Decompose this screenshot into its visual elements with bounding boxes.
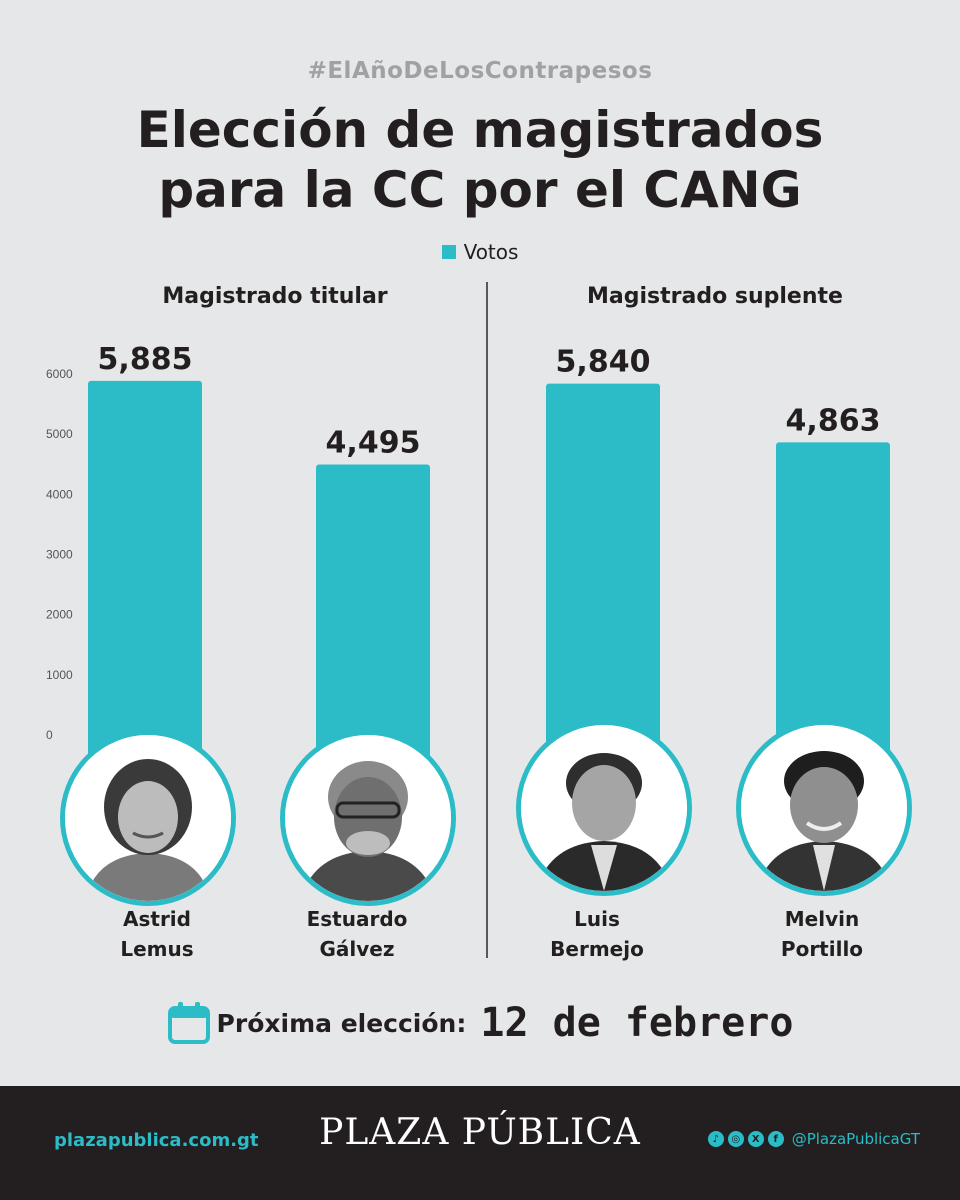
- section-title-suplente: Magistrado suplente: [587, 284, 843, 309]
- first-name: Luis: [574, 907, 620, 931]
- bar-value-label: 5,840: [556, 345, 651, 380]
- candidate-photo-astrid-lemus: [60, 730, 236, 906]
- candidate-name-astrid-lemus: Astrid Lemus: [57, 904, 257, 964]
- last-name: Bermejo: [550, 937, 644, 961]
- candidate-photo-melvin-portillo: [736, 720, 912, 896]
- title-line-2: para la CC por el CANG: [158, 161, 802, 219]
- plaza-publica-logo: PLAZA PÚBLICA: [319, 1112, 641, 1153]
- chart-legend: Votos: [0, 240, 960, 264]
- candidate-name-estuardo-galvez: Estuardo Gálvez: [257, 904, 457, 964]
- section-title-titular: Magistrado titular: [162, 284, 388, 309]
- x-icon[interactable]: X: [747, 1131, 764, 1147]
- bar-value-label: 5,885: [98, 342, 193, 377]
- instagram-icon[interactable]: ◎: [727, 1131, 744, 1147]
- candidate-name-luis-bermejo: Luis Bermejo: [497, 904, 697, 964]
- first-name: Melvin: [784, 907, 860, 931]
- bar-luis-bermejo: [546, 383, 660, 805]
- section-divider: [486, 282, 488, 958]
- legend-label: Votos: [463, 240, 519, 264]
- candidate-name-melvin-portillo: Melvin Portillo: [722, 904, 922, 964]
- first-name: Estuardo: [306, 907, 408, 931]
- next-election-date: 12 de febrero: [480, 1000, 794, 1046]
- last-name: Portillo: [780, 937, 864, 961]
- bar-estuardo-galvez: [316, 464, 430, 805]
- site-link[interactable]: plazapublica.com.gt: [54, 1130, 259, 1151]
- footer: plazapublica.com.gt PLAZA PÚBLICA ♪ ◎ X …: [0, 1086, 960, 1200]
- calendar-icon: [167, 1002, 210, 1044]
- last-name: Lemus: [120, 937, 194, 961]
- y-tick-label: 3000: [46, 548, 73, 562]
- next-election: Próxima elección: 12 de febrero: [0, 1000, 960, 1046]
- y-tick-label: 6000: [46, 367, 73, 381]
- hashtag: #ElAñoDeLosContrapesos: [307, 58, 653, 84]
- legend-swatch: [441, 245, 456, 259]
- tiktok-icon[interactable]: ♪: [707, 1131, 724, 1147]
- bar-astrid-lemus: [88, 380, 202, 805]
- candidate-photo-estuardo-galvez: [280, 730, 456, 906]
- bar-melvin-portillo: [776, 442, 890, 805]
- title-line-1: Elección de magistrados: [136, 101, 824, 159]
- y-tick-label: 4000: [46, 487, 73, 501]
- social-links: ♪ ◎ X f @PlazaPublicaGT: [707, 1130, 920, 1148]
- social-handle[interactable]: @PlazaPublicaGT: [791, 1130, 920, 1148]
- y-tick-label: 5000: [46, 427, 73, 441]
- page-title: Elección de magistrados para la CC por e…: [0, 100, 960, 220]
- y-tick-label: 0: [46, 728, 53, 742]
- candidate-photo-luis-bermejo: [516, 720, 692, 896]
- y-tick-label: 1000: [46, 668, 73, 682]
- bar-value-label: 4,495: [326, 426, 421, 461]
- first-name: Astrid: [123, 907, 191, 931]
- y-tick-label: 2000: [46, 608, 73, 622]
- next-election-label: Próxima elección:: [216, 1008, 467, 1038]
- facebook-icon[interactable]: f: [767, 1131, 784, 1147]
- last-name: Gálvez: [319, 937, 395, 961]
- bar-value-label: 4,863: [786, 403, 881, 438]
